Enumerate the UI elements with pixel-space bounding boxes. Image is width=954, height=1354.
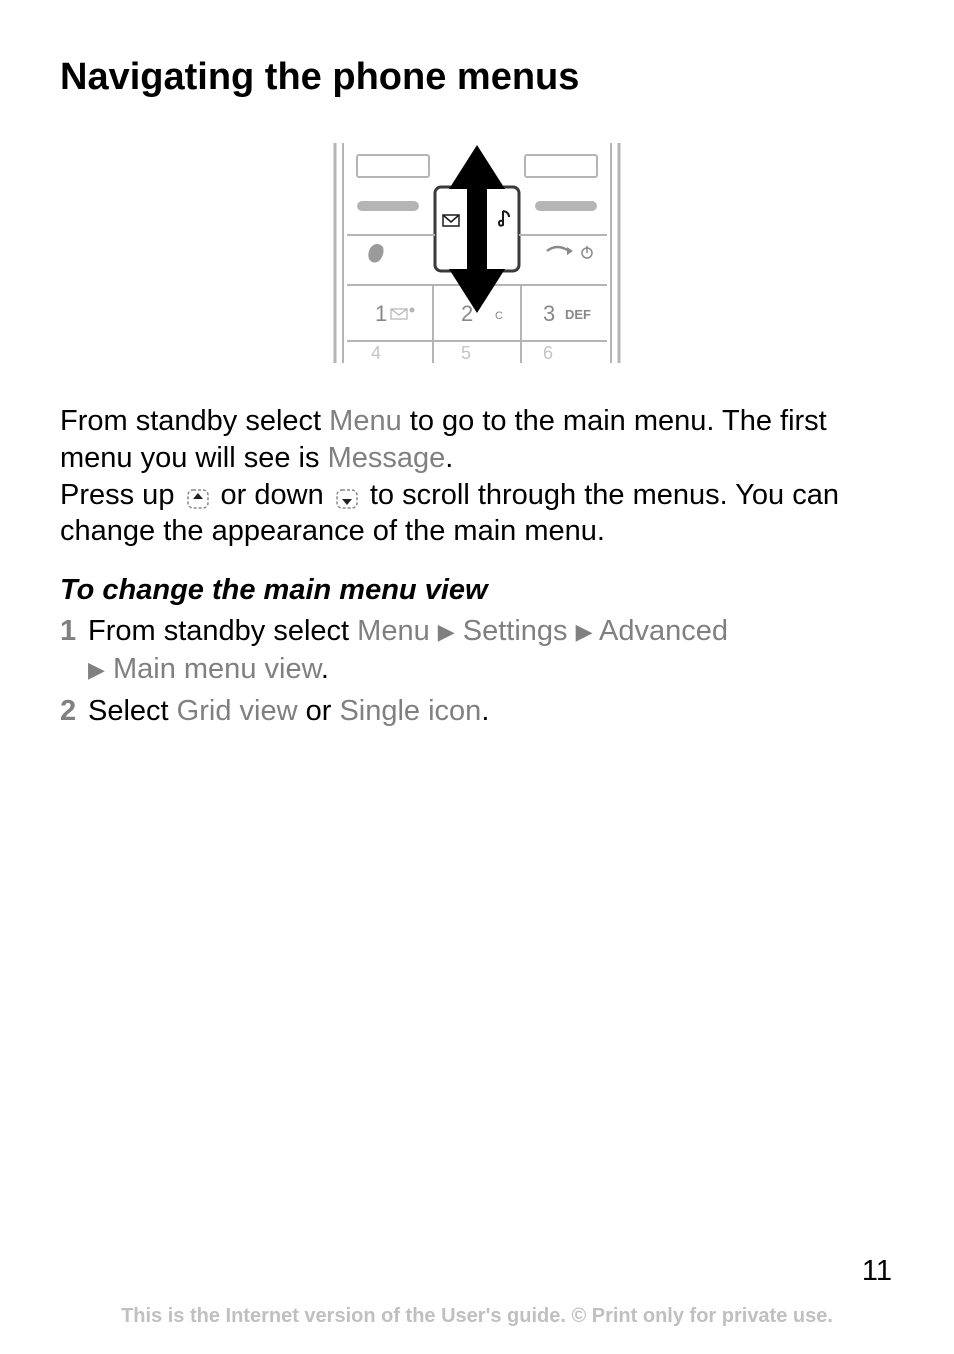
page-number: 11 [862,1255,892,1288]
steps-list: 1 From standby select Menu ▶ Settings ▶ … [60,613,894,730]
press-up-text: Press up [60,479,183,511]
step-1-number: 1 [60,613,88,688]
step-1-advanced: Advanced [599,615,728,647]
step-2-pre: Select [88,695,177,727]
phone-diagram: 1 2 C 3 DEF 4 5 6 [60,143,894,363]
svg-text:4: 4 [371,343,381,363]
page-heading: Navigating the phone menus [60,56,894,99]
step-2-or: or [298,695,340,727]
intro-text-1: From standby select [60,405,329,437]
message-word: Message [328,442,446,474]
intro-paragraph: From standby select Menu to go to the ma… [60,403,894,550]
footer-disclaimer: This is the Internet version of the User… [0,1305,954,1328]
step-1-settings: Settings [463,615,568,647]
step-2: 2 Select Grid view or Single icon. [60,693,894,731]
step-1-content: From standby select Menu ▶ Settings ▶ Ad… [88,613,894,688]
step-2-dot: . [481,695,489,727]
step-2-content: Select Grid view or Single icon. [88,693,894,731]
svg-text:6: 6 [543,343,553,363]
step-1-pre: From standby select [88,615,357,647]
step-2-grid: Grid view [177,695,298,727]
step-1-menu: Menu [357,615,430,647]
svg-text:DEF: DEF [565,307,591,322]
arrow-icon: ▶ [438,619,455,644]
step-1-dot: . [321,653,329,685]
svg-text:C: C [495,310,503,322]
arrow-icon: ▶ [88,657,105,682]
intro-text-3: . [445,442,453,474]
svg-text:2: 2 [461,301,473,326]
step-1-mainmenu: Main menu view [113,653,321,685]
sub-heading: To change the main menu view [60,574,894,607]
svg-text:1: 1 [375,301,387,326]
nav-down-icon [334,484,360,508]
step-2-number: 2 [60,693,88,731]
step-2-single: Single icon [339,695,481,727]
or-down-text: or down [213,479,332,511]
arrow-icon: ▶ [576,619,593,644]
step-1: 1 From standby select Menu ▶ Settings ▶ … [60,613,894,688]
nav-up-icon [185,484,211,508]
svg-text:3: 3 [543,301,555,326]
svg-text:5: 5 [461,343,471,363]
menu-word-1: Menu [329,405,402,437]
phone-keypad-illustration: 1 2 C 3 DEF 4 5 6 [327,143,627,363]
